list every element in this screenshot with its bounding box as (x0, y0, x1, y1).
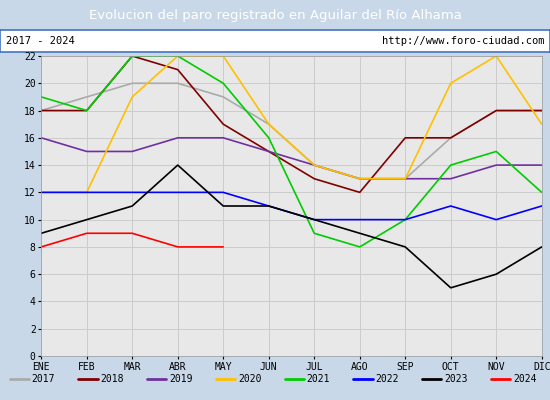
Text: 2024: 2024 (513, 374, 536, 384)
Text: 2018: 2018 (100, 374, 124, 384)
Text: http://www.foro-ciudad.com: http://www.foro-ciudad.com (382, 36, 544, 46)
Text: 2020: 2020 (238, 374, 261, 384)
Text: Evolucion del paro registrado en Aguilar del Río Alhama: Evolucion del paro registrado en Aguilar… (89, 8, 461, 22)
Text: 2022: 2022 (375, 374, 399, 384)
Text: 2023: 2023 (444, 374, 468, 384)
Text: 2021: 2021 (307, 374, 330, 384)
Text: 2017: 2017 (32, 374, 55, 384)
Text: 2017 - 2024: 2017 - 2024 (6, 36, 74, 46)
Text: 2019: 2019 (169, 374, 192, 384)
